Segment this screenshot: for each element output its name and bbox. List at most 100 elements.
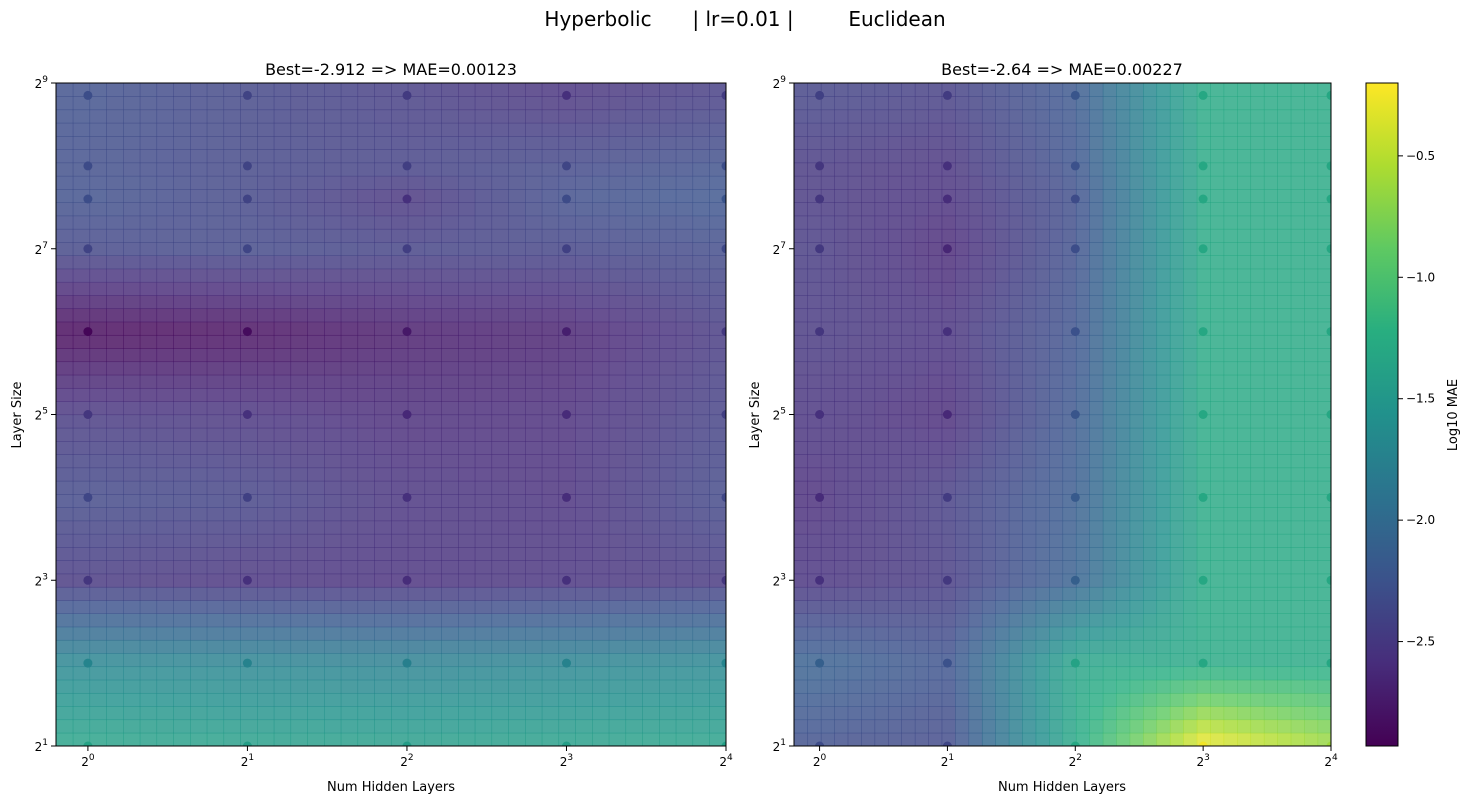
heatmap-cell bbox=[525, 361, 543, 376]
heatmap-cell bbox=[441, 454, 459, 469]
heatmap-cell bbox=[642, 626, 660, 641]
heatmap-cell bbox=[307, 149, 325, 164]
heatmap-cell bbox=[1062, 613, 1077, 628]
heatmap-cell bbox=[491, 480, 509, 495]
heatmap-cell bbox=[914, 732, 929, 746]
heatmap-cell bbox=[834, 202, 849, 217]
heatmap-cell bbox=[458, 732, 476, 746]
heatmap-cell bbox=[89, 334, 107, 349]
heatmap-cell bbox=[592, 613, 610, 628]
heatmap-cell bbox=[981, 679, 996, 694]
sample-point bbox=[83, 194, 93, 204]
heatmap-cell bbox=[861, 719, 876, 734]
heatmap-cell bbox=[1008, 732, 1023, 746]
heatmap-cell bbox=[1250, 507, 1265, 522]
heatmap-cell bbox=[625, 719, 643, 734]
heatmap-cell bbox=[307, 600, 325, 614]
heatmap-cell bbox=[1263, 706, 1278, 721]
heatmap-cell bbox=[847, 268, 862, 283]
heatmap-cell bbox=[324, 83, 342, 97]
heatmap-cell bbox=[340, 480, 359, 495]
heatmap-cell bbox=[692, 520, 710, 535]
heatmap-cell bbox=[1169, 467, 1184, 482]
heatmap-cell bbox=[968, 109, 983, 124]
heatmap-cell bbox=[692, 719, 710, 734]
heatmap-cell bbox=[887, 679, 902, 694]
heatmap-cell bbox=[1223, 653, 1238, 668]
heatmap-cell bbox=[391, 334, 409, 349]
heatmap-cell bbox=[525, 149, 543, 164]
heatmap-cell bbox=[1263, 520, 1278, 535]
heatmap-cell bbox=[592, 573, 610, 588]
heatmap-cell bbox=[1210, 175, 1225, 190]
heatmap-cell bbox=[56, 268, 74, 283]
heatmap-cell bbox=[56, 706, 74, 721]
heatmap-cell bbox=[206, 202, 225, 217]
heatmap-cell bbox=[156, 361, 174, 376]
heatmap-cell bbox=[941, 136, 956, 150]
heatmap-cell bbox=[1102, 653, 1117, 668]
heatmap-cell bbox=[458, 414, 476, 429]
heatmap-cell bbox=[642, 507, 660, 522]
heatmap-cell bbox=[1263, 427, 1278, 442]
heatmap-cell bbox=[190, 586, 208, 601]
heatmap-cell bbox=[709, 215, 726, 230]
heatmap-cell bbox=[834, 441, 849, 455]
heatmap-cell bbox=[642, 162, 660, 177]
heatmap-cell bbox=[1250, 308, 1265, 323]
heatmap-cell bbox=[1250, 626, 1265, 641]
heatmap-cell bbox=[1223, 109, 1238, 124]
heatmap-cell bbox=[1263, 109, 1278, 124]
heatmap-cell bbox=[1196, 361, 1211, 376]
heatmap-cell bbox=[156, 494, 174, 508]
heatmap-cell bbox=[1277, 308, 1292, 323]
colorbar-tick-label: −0.5 bbox=[1406, 149, 1435, 163]
heatmap-cell bbox=[56, 175, 74, 190]
heatmap-cell bbox=[1183, 586, 1198, 601]
heatmap-cell bbox=[675, 613, 694, 628]
heatmap-cell bbox=[424, 361, 442, 376]
heatmap-cell bbox=[592, 586, 610, 601]
heatmap-cell bbox=[608, 348, 627, 363]
heatmap-cell bbox=[1075, 560, 1090, 575]
heatmap-cell bbox=[941, 281, 956, 296]
heatmap-cell bbox=[407, 520, 426, 535]
heatmap-cell bbox=[1183, 281, 1198, 296]
heatmap-cell bbox=[575, 96, 593, 111]
heatmap-cell bbox=[1129, 454, 1144, 469]
heatmap-cell bbox=[206, 719, 225, 734]
heatmap-cell bbox=[1008, 586, 1023, 601]
heatmap-cell bbox=[901, 480, 916, 495]
heatmap-cell bbox=[1156, 560, 1171, 575]
heatmap-cell bbox=[692, 281, 710, 296]
heatmap-cell bbox=[541, 533, 560, 548]
heatmap-cell bbox=[709, 96, 726, 111]
heatmap-cell bbox=[290, 441, 308, 455]
heatmap-cell bbox=[1196, 679, 1211, 694]
heatmap-cell bbox=[981, 228, 996, 243]
heatmap-cell bbox=[1250, 175, 1265, 190]
heatmap-cell bbox=[1223, 255, 1238, 270]
heatmap-cell bbox=[1102, 295, 1117, 310]
heatmap-cell bbox=[642, 560, 660, 575]
heatmap-cell bbox=[861, 109, 876, 124]
heatmap-cell bbox=[72, 692, 91, 707]
heatmap-cell bbox=[1156, 149, 1171, 164]
heatmap-cell bbox=[807, 454, 822, 469]
heatmap-cell bbox=[1008, 507, 1023, 522]
heatmap-cell bbox=[56, 639, 74, 654]
heatmap-cell bbox=[928, 719, 943, 734]
heatmap-cell bbox=[106, 374, 124, 389]
heatmap-cell bbox=[968, 387, 983, 402]
heatmap-cell bbox=[820, 480, 835, 495]
heatmap-cell bbox=[307, 613, 325, 628]
heatmap-cell bbox=[1290, 242, 1305, 256]
heatmap-cell bbox=[1210, 149, 1225, 164]
heatmap-cell bbox=[1223, 228, 1238, 243]
heatmap-cell bbox=[642, 653, 660, 668]
heatmap-cell bbox=[968, 467, 983, 482]
heatmap-cell bbox=[206, 189, 225, 203]
heatmap-cell bbox=[592, 189, 610, 203]
heatmap-cell bbox=[1263, 719, 1278, 734]
heatmap-cell bbox=[1277, 613, 1292, 628]
